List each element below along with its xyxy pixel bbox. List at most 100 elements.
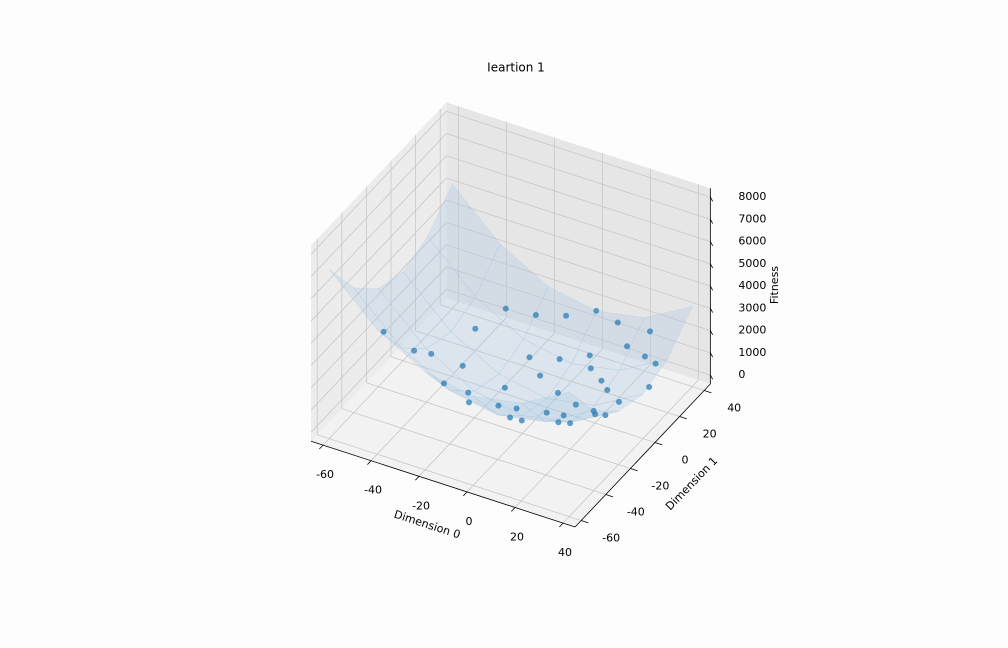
z-tick-label: 8000 bbox=[738, 190, 766, 203]
data-point bbox=[652, 360, 659, 367]
data-point bbox=[380, 328, 387, 335]
data-point bbox=[556, 356, 563, 363]
z-tick-label: 1000 bbox=[738, 346, 766, 359]
data-point bbox=[501, 384, 508, 391]
y-tick bbox=[630, 468, 638, 472]
data-point bbox=[513, 405, 520, 412]
z-tick-label: 5000 bbox=[738, 257, 766, 270]
x-tick-label: -20 bbox=[412, 499, 430, 512]
data-point bbox=[587, 365, 594, 372]
grid-line bbox=[310, 200, 447, 344]
data-point bbox=[647, 328, 654, 335]
y-tick-label: 20 bbox=[703, 428, 717, 441]
z-tick-label: 0 bbox=[738, 368, 745, 381]
data-point bbox=[592, 411, 599, 418]
x-tick-label: -40 bbox=[364, 484, 382, 497]
x-tick bbox=[559, 522, 564, 528]
grid-line bbox=[310, 289, 447, 433]
grid-line bbox=[446, 177, 711, 265]
data-point bbox=[646, 384, 653, 391]
grid-line bbox=[390, 356, 656, 443]
surface-patch bbox=[400, 347, 476, 392]
grid-line bbox=[562, 379, 699, 524]
data-point bbox=[624, 343, 631, 350]
surface-patch bbox=[473, 373, 548, 416]
y-tick bbox=[654, 442, 663, 446]
data-point bbox=[593, 307, 600, 314]
surface-patch bbox=[472, 395, 547, 423]
y-tick-label: -40 bbox=[627, 506, 645, 519]
data-point bbox=[614, 319, 621, 326]
grid-line bbox=[370, 317, 507, 461]
x-tick-label: -60 bbox=[316, 468, 334, 481]
data-point bbox=[560, 412, 567, 419]
x-tick-label: 20 bbox=[510, 531, 524, 544]
x-tick bbox=[415, 476, 420, 481]
grid-line bbox=[310, 266, 447, 411]
data-point bbox=[459, 362, 466, 369]
data-point bbox=[598, 377, 605, 384]
surface-patch bbox=[475, 243, 549, 340]
surface-patch bbox=[328, 269, 403, 349]
surface-patch bbox=[546, 363, 621, 406]
grid-line bbox=[446, 266, 711, 354]
data-point bbox=[411, 347, 418, 354]
data-point bbox=[507, 414, 514, 421]
grid-line bbox=[415, 330, 680, 417]
surface-patch bbox=[425, 331, 500, 392]
grid-line bbox=[446, 199, 711, 287]
y-tick-label: -20 bbox=[651, 480, 669, 493]
x-axis bbox=[310, 440, 576, 528]
y-tick bbox=[605, 494, 614, 498]
pane-floor bbox=[311, 298, 711, 527]
data-point bbox=[440, 380, 447, 387]
grid-line bbox=[446, 244, 711, 331]
x-tick-label: 40 bbox=[558, 546, 572, 559]
data-point bbox=[602, 412, 609, 419]
grid-line bbox=[446, 288, 711, 376]
grid-line bbox=[446, 133, 711, 220]
grid-line bbox=[310, 111, 447, 255]
data-point bbox=[472, 325, 479, 332]
grid-line bbox=[466, 348, 603, 493]
data-point bbox=[495, 402, 502, 409]
grid-line bbox=[317, 434, 582, 521]
grid-line bbox=[310, 244, 447, 389]
z-tick-label: 7000 bbox=[738, 212, 766, 225]
grid-line bbox=[310, 133, 447, 277]
x-tick bbox=[511, 507, 516, 512]
surface-patch bbox=[427, 183, 501, 298]
surface-patch bbox=[402, 236, 476, 333]
data-point bbox=[554, 389, 561, 396]
data-point bbox=[572, 401, 579, 408]
chart-title: Ieartion 1 bbox=[487, 61, 545, 75]
data-point bbox=[604, 386, 611, 393]
grid-line bbox=[310, 222, 447, 366]
surface-patch bbox=[619, 306, 693, 371]
data-point bbox=[616, 398, 622, 405]
surface-patch bbox=[450, 296, 525, 375]
y-tick bbox=[704, 390, 712, 394]
data-point bbox=[428, 350, 435, 357]
data-point bbox=[532, 311, 539, 318]
data-point bbox=[466, 399, 472, 406]
y-tick-label: 40 bbox=[727, 402, 741, 415]
grid-line bbox=[310, 177, 447, 322]
grid-line bbox=[341, 408, 606, 495]
data-point bbox=[543, 409, 550, 416]
x-tick bbox=[463, 491, 468, 497]
data-point bbox=[502, 305, 509, 312]
surface-patch bbox=[594, 358, 669, 406]
surface-patch bbox=[353, 287, 428, 350]
z-tick-label: 4000 bbox=[738, 279, 766, 292]
grid-line bbox=[440, 304, 705, 391]
data-point bbox=[537, 372, 544, 379]
data-point bbox=[555, 419, 562, 426]
grid-line bbox=[446, 222, 711, 309]
z-tick-label: 6000 bbox=[738, 235, 766, 248]
y-axis bbox=[574, 383, 711, 528]
z-tick-label: 3000 bbox=[738, 301, 766, 314]
data-point bbox=[586, 352, 593, 359]
grid-line bbox=[310, 155, 447, 300]
